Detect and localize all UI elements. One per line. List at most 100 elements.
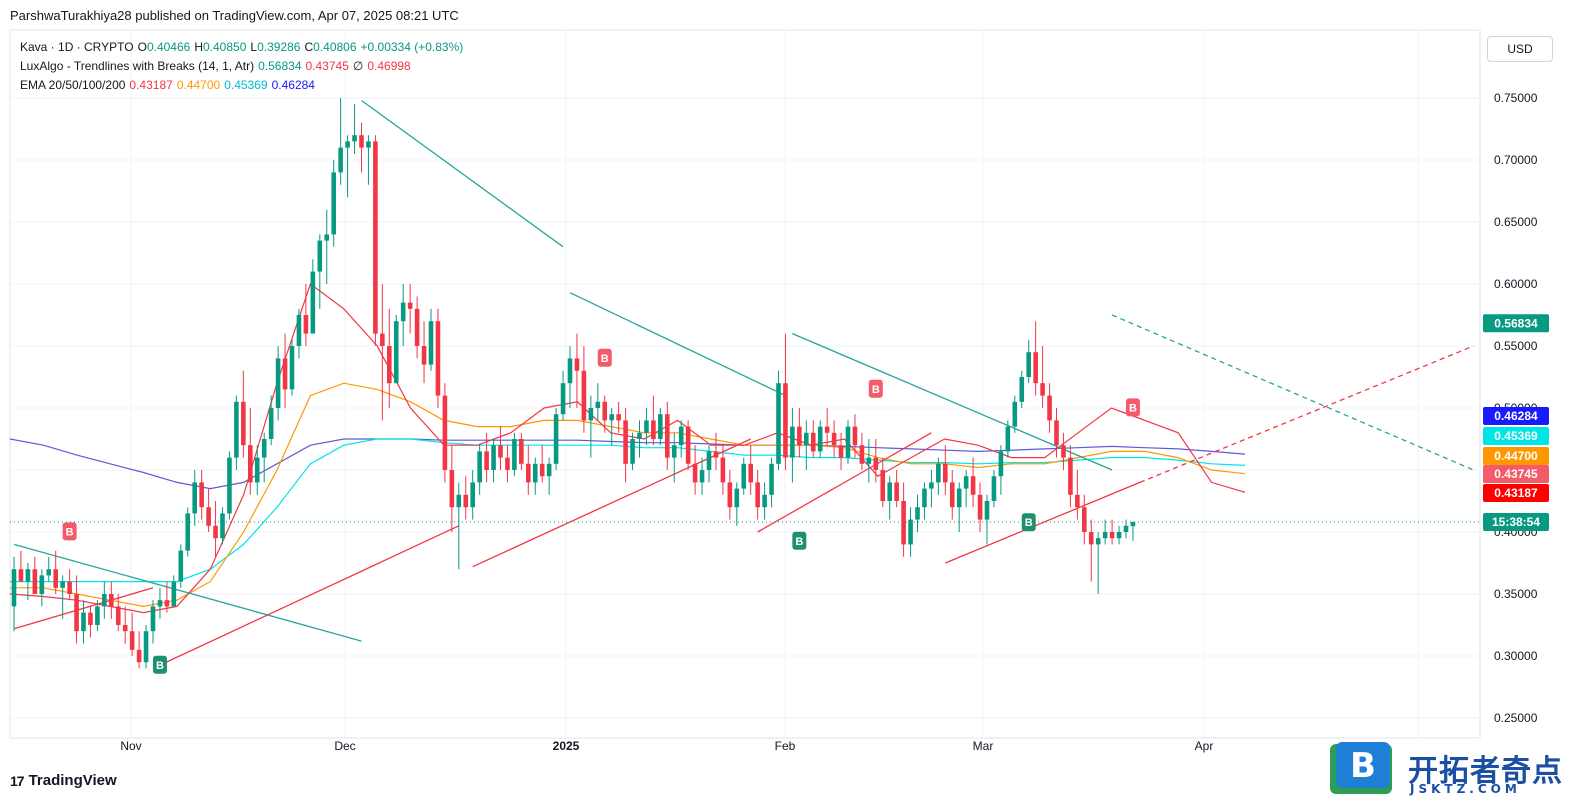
signal-label: B <box>601 353 609 365</box>
candle-body <box>1088 532 1094 545</box>
candle-body <box>470 482 475 508</box>
candle-body <box>887 482 892 501</box>
price-tag-label: 0.43187 <box>1494 486 1538 500</box>
price-tag-label: 0.46284 <box>1494 409 1538 423</box>
candle-body <box>512 439 517 470</box>
watermark-b-letter: B <box>1350 746 1376 786</box>
ema-legend: EMA 20/50/100/200 0.43187 0.44700 0.45369 0.… <box>20 78 319 92</box>
candle-body <box>1123 525 1129 532</box>
candle-body <box>1026 352 1031 377</box>
candle-body <box>595 401 601 408</box>
y-tick-label: 0.75000 <box>1494 91 1538 105</box>
candle-body <box>984 501 990 520</box>
candle-body <box>234 401 239 458</box>
candle-body <box>859 445 865 464</box>
candle-body <box>442 395 448 470</box>
candle-body <box>894 482 899 501</box>
x-tick-label: Mar <box>973 739 994 753</box>
candle-body <box>178 550 184 582</box>
candle-body <box>1068 457 1073 495</box>
candle-body <box>331 172 336 235</box>
candle-body <box>922 488 927 508</box>
candle-body <box>901 501 906 545</box>
candle-body <box>706 451 712 470</box>
candle-body <box>421 346 427 365</box>
candle-body <box>567 358 573 384</box>
candle-body <box>317 240 323 272</box>
candle-body <box>574 358 580 371</box>
candle-body <box>977 494 983 520</box>
candle-body <box>53 569 58 588</box>
candle-body <box>1116 532 1122 539</box>
tradingview-logo[interactable]: 17 TradingView <box>10 772 117 789</box>
trendline <box>757 432 932 533</box>
candle-body <box>303 315 309 334</box>
candle-body <box>122 625 128 632</box>
candle-body <box>254 457 260 483</box>
currency-button[interactable]: USD <box>1487 36 1553 62</box>
trendline <box>792 333 1113 471</box>
candle-body <box>74 594 79 632</box>
candle-body <box>560 383 566 415</box>
candle-body <box>268 408 274 439</box>
candle-body <box>498 445 503 458</box>
candle-body <box>943 463 948 483</box>
candle-body <box>623 420 628 464</box>
luxalgo_line-item: 0.43745 <box>305 59 349 73</box>
symbol_line-item: O <box>137 40 147 54</box>
candle-body <box>713 451 719 458</box>
candle-body <box>1075 494 1080 508</box>
symbol_line-item: 0.40850 <box>203 40 247 54</box>
candle-body <box>1005 426 1011 452</box>
candle-body <box>790 426 795 458</box>
candle-body <box>581 370 587 421</box>
y-tick-label: 0.25000 <box>1494 711 1538 725</box>
signal-label: B <box>1129 402 1137 414</box>
price-tag <box>1483 465 1549 483</box>
candle-body <box>11 569 17 607</box>
candle-body <box>352 135 357 142</box>
y-tick-label: 0.60000 <box>1494 277 1538 291</box>
ema_line-item: 0.43187 <box>129 78 173 92</box>
candle-body <box>526 463 531 483</box>
candle-body <box>387 346 392 384</box>
candle-body <box>658 414 663 439</box>
symbol_line-item: L <box>250 40 258 54</box>
candle-body <box>873 457 879 470</box>
candle-body <box>88 612 93 625</box>
candle-body <box>665 414 670 458</box>
candle-body <box>956 488 962 508</box>
candle-body <box>908 519 913 545</box>
candle-body <box>1019 377 1025 402</box>
candle-body <box>678 426 684 446</box>
candle-body <box>67 581 72 594</box>
candle-body <box>915 507 920 520</box>
candle-body <box>199 482 204 508</box>
candle-body <box>519 439 524 464</box>
candle-body <box>1047 395 1052 421</box>
candle-body <box>60 581 65 588</box>
candle-body <box>949 482 955 508</box>
price-tag <box>1483 427 1549 445</box>
candle-body <box>164 600 170 607</box>
candle-body <box>817 426 823 452</box>
candle-body <box>18 569 24 582</box>
candle-body <box>838 445 844 458</box>
candle-body <box>810 432 816 452</box>
trendline <box>152 525 460 669</box>
candle-body <box>449 470 455 508</box>
candle-body <box>630 439 635 464</box>
candle-body <box>616 414 621 421</box>
candle-body <box>797 426 802 446</box>
tradingview-mark-icon: 17 <box>10 772 25 789</box>
candle-body <box>227 457 232 514</box>
candle-body <box>824 426 830 433</box>
candle-body <box>136 649 142 663</box>
candle-body <box>95 606 100 625</box>
candle-body <box>963 476 969 489</box>
signal-label: B <box>66 526 74 538</box>
ema_line-item: 0.44700 <box>176 78 221 92</box>
price-tag <box>1483 314 1549 333</box>
candle-body <box>755 482 760 508</box>
